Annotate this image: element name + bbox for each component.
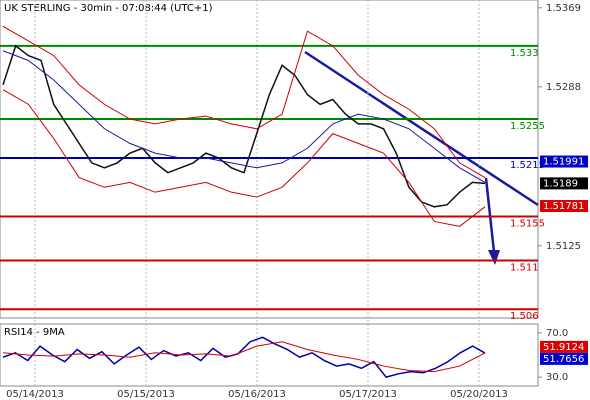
y-tick-label: 30.0	[546, 372, 568, 383]
x-tick-label: 05/20/2013	[450, 389, 508, 400]
series-line	[2, 89, 486, 227]
series-line	[2, 341, 486, 373]
x-tick-label: 05/14/2013	[6, 389, 64, 400]
price-tag-label: 1.5189	[543, 178, 578, 189]
level-label: 1.5155	[510, 219, 545, 230]
series-line	[2, 50, 486, 183]
trendline	[304, 50, 539, 207]
price-tag	[540, 155, 588, 168]
y-tick-label: 70.0	[546, 328, 568, 339]
rsi-panel	[0, 323, 539, 387]
price-tag-label: 1.51781	[543, 201, 584, 212]
level-label: 1.533	[510, 48, 539, 59]
arrow	[484, 177, 496, 253]
level-label: 1.5215	[510, 160, 545, 171]
x-tick-label: 05/17/2013	[339, 389, 397, 400]
price-tag-label: 51.7656	[543, 354, 584, 365]
y-tick-label: 1.5369	[546, 3, 581, 14]
series-line	[2, 25, 486, 178]
level-label: 1.506	[510, 311, 539, 322]
y-tick-label: 1.5288	[546, 82, 581, 93]
price-tag	[540, 177, 588, 190]
y-tick-label: 1.5125	[546, 241, 581, 252]
price-tag	[540, 340, 588, 353]
price-tag	[540, 352, 588, 365]
x-tick-label: 05/15/2013	[117, 389, 175, 400]
x-tick-label: 05/16/2013	[228, 389, 286, 400]
series-line	[2, 44, 486, 208]
price-tag	[540, 200, 588, 213]
price-tag-label: 1.51991	[543, 157, 584, 168]
price-tag-label: 51.9124	[543, 342, 584, 353]
arrow-head	[488, 250, 500, 265]
level-label: 1.5255	[510, 121, 545, 132]
level-label: 1.511	[510, 262, 539, 273]
rsi-title: RSI14 - 9MA	[4, 327, 65, 338]
chart-title: UK STERLING - 30min - 07:08:44 (UTC+1)	[4, 3, 213, 14]
